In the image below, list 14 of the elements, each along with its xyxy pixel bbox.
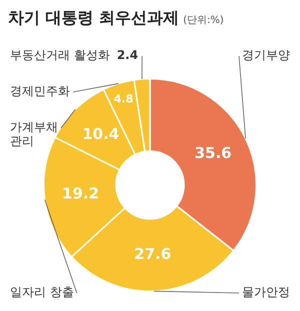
data-label: 4.8: [114, 92, 134, 106]
data-label: 2.4: [116, 48, 138, 62]
slice-label: 일자리 창출: [10, 285, 74, 300]
data-label: 10.4: [82, 124, 120, 143]
slice-label: 경기부양: [242, 48, 290, 62]
slice-label: 가계부채 관리: [10, 120, 58, 148]
data-label: 35.6: [194, 144, 232, 162]
slice-label: 경제민주화: [10, 84, 70, 98]
data-label: 19.2: [62, 184, 100, 203]
data-label: 27.6: [134, 244, 172, 263]
chart-title: 차기 대통령 최우선과제: [8, 8, 180, 29]
chart-subtitle: (단위:%): [183, 14, 224, 27]
slice-label: 물가안정: [242, 285, 290, 300]
slice-label: 부동산거래 활성화: [10, 48, 110, 62]
